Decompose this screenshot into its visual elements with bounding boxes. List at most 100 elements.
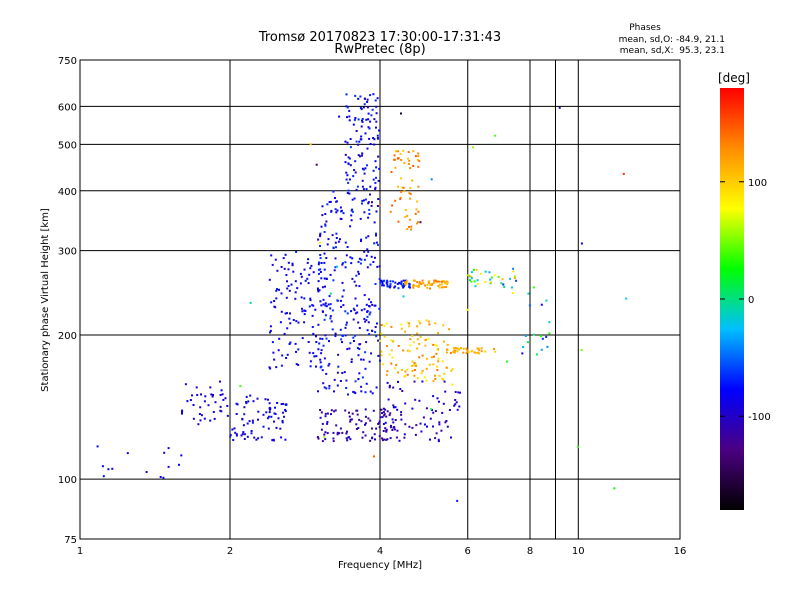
data-point bbox=[512, 267, 515, 270]
data-point bbox=[395, 150, 397, 153]
data-point bbox=[338, 432, 341, 435]
data-point bbox=[397, 185, 399, 188]
data-point bbox=[375, 241, 378, 244]
data-point bbox=[324, 302, 327, 305]
data-point bbox=[163, 451, 166, 454]
data-point bbox=[397, 345, 400, 347]
data-point bbox=[281, 421, 284, 424]
data-point bbox=[348, 119, 351, 122]
data-point bbox=[371, 201, 373, 204]
data-point bbox=[309, 299, 312, 302]
data-point bbox=[377, 179, 380, 182]
data-point bbox=[357, 378, 360, 381]
data-point bbox=[363, 258, 366, 261]
phase-stats-x: mean, sd,X: 95.3, 23.1 bbox=[620, 46, 725, 56]
data-point bbox=[360, 125, 363, 128]
data-point bbox=[286, 312, 288, 315]
data-point bbox=[329, 315, 332, 318]
data-point bbox=[396, 429, 399, 432]
data-point bbox=[316, 436, 319, 438]
data-point bbox=[493, 348, 496, 350]
data-point bbox=[284, 403, 287, 406]
data-point bbox=[380, 324, 383, 327]
data-point bbox=[394, 281, 397, 284]
y-tick-label: 500 bbox=[58, 140, 77, 151]
data-point bbox=[308, 273, 311, 276]
data-point bbox=[322, 298, 325, 301]
data-point bbox=[527, 292, 530, 295]
data-point bbox=[364, 320, 367, 323]
data-point bbox=[389, 280, 392, 283]
data-point bbox=[204, 395, 207, 398]
data-point bbox=[369, 120, 372, 123]
data-point bbox=[360, 108, 363, 111]
data-point bbox=[332, 247, 335, 250]
data-point bbox=[425, 338, 427, 341]
data-point bbox=[365, 319, 368, 322]
data-point bbox=[364, 132, 367, 135]
data-point bbox=[200, 414, 203, 417]
data-point bbox=[339, 427, 342, 430]
data-point bbox=[339, 238, 341, 241]
data-point bbox=[362, 431, 365, 434]
data-point bbox=[437, 332, 440, 335]
data-point bbox=[535, 353, 538, 356]
data-point bbox=[454, 399, 457, 401]
data-point bbox=[266, 417, 269, 420]
data-point bbox=[243, 433, 246, 436]
data-point bbox=[382, 363, 385, 366]
data-point bbox=[397, 371, 400, 374]
data-point bbox=[402, 349, 405, 352]
data-point bbox=[345, 437, 348, 440]
data-point bbox=[378, 426, 381, 429]
data-point bbox=[355, 140, 358, 143]
data-point bbox=[361, 436, 364, 439]
data-point bbox=[236, 403, 239, 406]
data-point bbox=[401, 369, 403, 371]
data-point bbox=[409, 344, 412, 347]
data-point bbox=[358, 257, 361, 260]
data-point bbox=[465, 352, 468, 355]
data-point bbox=[440, 429, 443, 432]
data-point bbox=[441, 360, 444, 363]
data-point bbox=[432, 395, 435, 398]
data-point bbox=[249, 394, 252, 397]
data-point bbox=[399, 198, 402, 201]
data-point bbox=[408, 283, 411, 286]
data-point bbox=[373, 138, 376, 141]
data-point bbox=[295, 350, 297, 353]
data-point bbox=[363, 294, 366, 297]
data-point bbox=[351, 208, 354, 211]
data-point bbox=[364, 434, 367, 437]
data-point bbox=[345, 387, 348, 389]
data-point bbox=[199, 406, 202, 409]
data-point bbox=[417, 286, 420, 288]
data-point bbox=[282, 402, 285, 405]
data-point bbox=[392, 404, 395, 407]
data-point bbox=[270, 254, 273, 257]
colorbar-ticks: 100 0 -100 bbox=[720, 178, 771, 423]
data-point bbox=[442, 324, 445, 327]
data-point bbox=[364, 408, 367, 411]
data-point bbox=[413, 369, 416, 371]
data-point bbox=[178, 463, 180, 466]
data-point bbox=[252, 400, 255, 403]
data-point bbox=[292, 270, 295, 273]
data-point bbox=[540, 348, 543, 351]
data-point bbox=[505, 360, 508, 363]
data-point bbox=[413, 380, 416, 383]
data-point bbox=[435, 279, 438, 282]
data-point bbox=[355, 130, 358, 132]
data-point bbox=[303, 297, 306, 300]
data-point bbox=[443, 286, 446, 289]
data-point bbox=[388, 384, 391, 387]
data-point bbox=[360, 385, 363, 388]
colorbar-tick-label: 100 bbox=[748, 178, 767, 189]
data-point bbox=[286, 327, 289, 330]
data-point bbox=[319, 241, 322, 244]
data-point bbox=[304, 279, 307, 282]
data-point bbox=[426, 425, 428, 428]
data-point bbox=[341, 263, 344, 266]
data-point bbox=[393, 158, 396, 161]
colorbar-label: [deg] bbox=[718, 71, 750, 85]
